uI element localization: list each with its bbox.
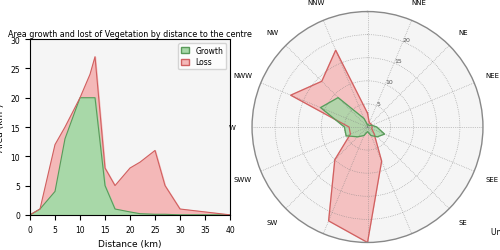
Y-axis label: Area (km²): Area (km²) — [0, 104, 5, 152]
Legend: Growth, Loss: Growth, Loss — [178, 44, 226, 70]
Polygon shape — [290, 51, 382, 242]
Polygon shape — [320, 98, 384, 137]
Text: Units (km²): Units (km²) — [490, 227, 500, 235]
Title: Area growth and lost of Vegetation by distance to the centre: Area growth and lost of Vegetation by di… — [8, 30, 252, 39]
X-axis label: Distance (km): Distance (km) — [98, 239, 162, 248]
